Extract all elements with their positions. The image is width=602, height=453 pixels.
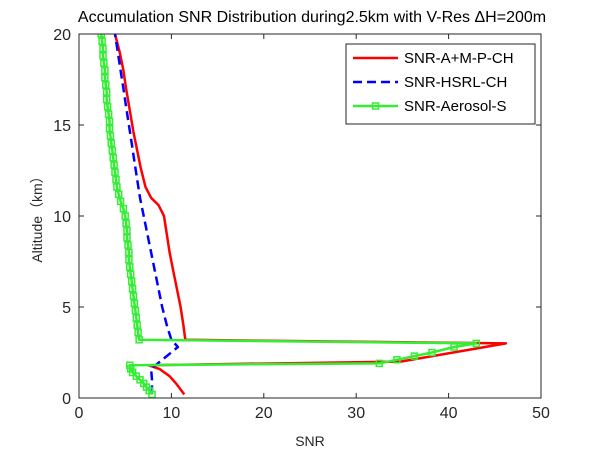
x-tick-label: 10 <box>163 405 181 422</box>
data-point-marker <box>125 255 133 264</box>
data-point-marker <box>127 277 136 286</box>
data-point-marker <box>111 168 119 177</box>
x-tick-label: 0 <box>75 405 84 422</box>
data-point-marker <box>101 73 109 82</box>
data-point-marker <box>126 270 135 278</box>
legend-marker <box>371 102 380 110</box>
data-point-marker <box>104 110 113 118</box>
y-tick-label: 15 <box>53 118 71 135</box>
x-tick-label: 20 <box>255 405 273 422</box>
x-tick-label: 30 <box>347 405 365 422</box>
y-tick-label: 5 <box>62 300 71 317</box>
data-point-marker <box>116 197 125 206</box>
data-point-marker <box>109 154 117 162</box>
data-point-marker <box>113 183 121 191</box>
data-point-marker <box>106 132 115 140</box>
data-point-marker <box>123 234 131 242</box>
x-tick-label: 40 <box>440 405 458 422</box>
data-point-marker <box>132 314 141 322</box>
data-point-marker <box>105 117 114 126</box>
data-point-marker <box>105 124 114 133</box>
axis-layer: 0 10 20 30 40 50 0 5 10 15 20 <box>53 27 550 422</box>
x-axis-label: SNR <box>295 433 325 449</box>
series-line-1 <box>113 34 180 395</box>
data-point-marker <box>472 339 481 348</box>
data-point-marker <box>124 241 132 249</box>
data-point-marker <box>393 356 401 364</box>
data-point-marker <box>100 59 108 67</box>
data-point-marker <box>133 321 141 329</box>
y-tick-label: 10 <box>53 209 71 226</box>
data-point-marker <box>375 359 384 368</box>
data-point-marker <box>131 306 140 315</box>
chart-title: Accumulation SNR Distribution during2.5k… <box>78 9 546 26</box>
legend: SNR-A+M-P-CH SNR-HSRL-CH SNR-Aerosol-S <box>345 43 536 125</box>
y-tick-label: 0 <box>62 391 71 408</box>
data-point-marker <box>102 81 110 89</box>
data-point-marker <box>128 285 137 293</box>
data-point-marker <box>98 37 106 46</box>
data-point-marker <box>130 299 139 308</box>
data-point-marker <box>135 336 143 344</box>
data-point-marker <box>126 263 134 271</box>
data-point-marker <box>123 226 131 235</box>
data-point-marker <box>99 44 107 53</box>
data-point-marker <box>134 328 142 337</box>
data-point-marker <box>410 352 419 360</box>
data-point-marker <box>121 212 129 220</box>
data-point-marker <box>114 190 123 198</box>
data-point-marker <box>125 248 133 257</box>
data-point-marker <box>110 161 118 169</box>
data-point-marker <box>101 66 109 75</box>
data-point-marker <box>103 103 112 111</box>
data-point-marker <box>126 361 134 369</box>
data-point-marker <box>122 219 130 228</box>
data-point-marker <box>97 34 105 38</box>
data-point-marker <box>450 343 458 351</box>
data-point-marker <box>107 139 116 147</box>
data-point-marker <box>428 348 436 357</box>
data-point-marker <box>102 88 111 96</box>
legend-label-1: SNR-HSRL-CH <box>404 74 507 91</box>
series-layer <box>97 34 508 398</box>
y-tick-label: 20 <box>53 27 71 44</box>
data-point-marker <box>108 146 117 155</box>
data-point-marker <box>112 175 120 184</box>
data-point-marker <box>99 52 107 60</box>
x-tick-label: 50 <box>532 405 550 422</box>
data-point-marker <box>119 204 128 213</box>
data-point-marker <box>129 292 138 300</box>
y-axis-label: Altitude（km） <box>29 169 45 262</box>
legend-label-2: SNR-Aerosol-S <box>404 98 507 115</box>
legend-label-0: SNR-A+M-P-CH <box>404 50 514 67</box>
data-point-marker <box>102 95 111 104</box>
